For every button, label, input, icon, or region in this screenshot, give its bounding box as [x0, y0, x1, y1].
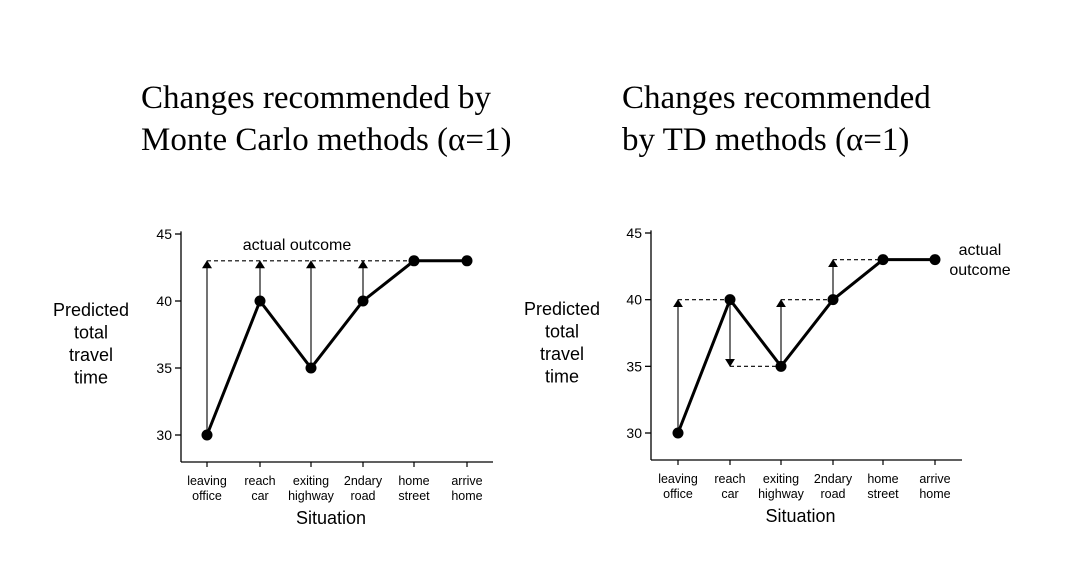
- mc-y-axis-title: travel: [69, 345, 113, 365]
- td-y-axis-title: Predicted: [524, 299, 600, 319]
- td-data-line: [676, 258, 935, 434]
- mc-x-tick-label: exiting: [293, 474, 329, 488]
- mc-panel-title: Changes recommended by Monte Carlo metho…: [141, 77, 511, 161]
- td-y-axis-title: travel: [540, 344, 584, 364]
- td-data-point: [929, 254, 941, 266]
- td-y-tick-label: 45: [626, 225, 642, 241]
- td-data-point: [827, 294, 839, 306]
- mc-x-tick-label: 2ndary: [344, 474, 383, 488]
- td-x-tick-label: highway: [758, 487, 805, 501]
- mc-y-axis-title: time: [74, 368, 108, 388]
- mc-y-tick-label: 30: [156, 427, 172, 443]
- td-x-tick-label: office: [663, 487, 693, 501]
- mc-x-tick-label: leaving: [187, 474, 227, 488]
- mc-y-tick-label: 35: [156, 360, 172, 376]
- mc-data-point: [305, 362, 317, 374]
- td-y-tick-label: 30: [626, 425, 642, 441]
- mc-x-tick-label: car: [251, 489, 268, 503]
- td-y-tick-label: 35: [626, 358, 642, 374]
- td-x-tick-label: arrive: [919, 472, 950, 486]
- mc-data-point: [254, 295, 266, 307]
- mc-x-tick-label: home: [451, 489, 482, 503]
- td-data-point: [877, 254, 889, 266]
- td-panel-title: Changes recommended by TD methods (α=1): [622, 77, 931, 161]
- td-x-tick-label: home: [867, 472, 898, 486]
- td-x-axis-title: Situation: [765, 506, 835, 526]
- td-title-line-1: Changes recommended: [622, 80, 931, 116]
- td-x-tick-label: 2ndary: [814, 472, 853, 486]
- mc-x-tick-label: reach: [244, 474, 275, 488]
- mc-title-line-1: Changes recommended by: [141, 80, 492, 116]
- mc-data-point: [201, 429, 213, 441]
- mc-x-tick-label: office: [192, 489, 222, 503]
- mc-x-tick-label: highway: [288, 489, 335, 503]
- mc-y-tick-label: 40: [156, 293, 172, 309]
- td-x-tick-label: home: [919, 487, 950, 501]
- mc-data-point: [357, 295, 369, 307]
- td-x-tick-label: road: [820, 487, 845, 501]
- td-y-axis-title: total: [545, 322, 579, 342]
- td-data-point: [672, 427, 684, 439]
- td-data-point: [775, 360, 787, 372]
- mc-actual-outcome-label: actual outcome: [243, 237, 352, 254]
- mc-title-line-2: Monte Carlo methods (α=1): [141, 122, 512, 158]
- td-title-line-2: by TD methods (α=1): [622, 122, 910, 158]
- mc-y-axis-title: total: [74, 323, 108, 343]
- td-actual-outcome-label: outcome: [949, 262, 1010, 279]
- mc-data-line: [205, 259, 467, 436]
- td-data-point: [724, 294, 736, 306]
- td-x-tick-label: car: [721, 487, 738, 501]
- mc-x-tick-label: street: [398, 489, 430, 503]
- td-y-tick-label: 40: [626, 292, 642, 308]
- td-x-tick-label: leaving: [658, 472, 698, 486]
- mc-data-point: [461, 255, 473, 267]
- mc-x-tick-label: home: [398, 474, 429, 488]
- mc-y-axis-title: Predicted: [53, 300, 129, 320]
- mc-x-tick-label: arrive: [451, 474, 482, 488]
- mc-data-point: [408, 255, 420, 267]
- td-x-tick-label: reach: [714, 472, 745, 486]
- td-y-axis-title: time: [545, 367, 579, 387]
- mc-x-axis-title: Situation: [296, 508, 366, 528]
- mc-y-tick-label: 45: [156, 226, 172, 242]
- mc-x-tick-label: road: [350, 489, 375, 503]
- td-x-tick-label: exiting: [763, 472, 799, 486]
- td-actual-outcome-label: actual: [959, 242, 1002, 259]
- td-x-tick-label: street: [867, 487, 899, 501]
